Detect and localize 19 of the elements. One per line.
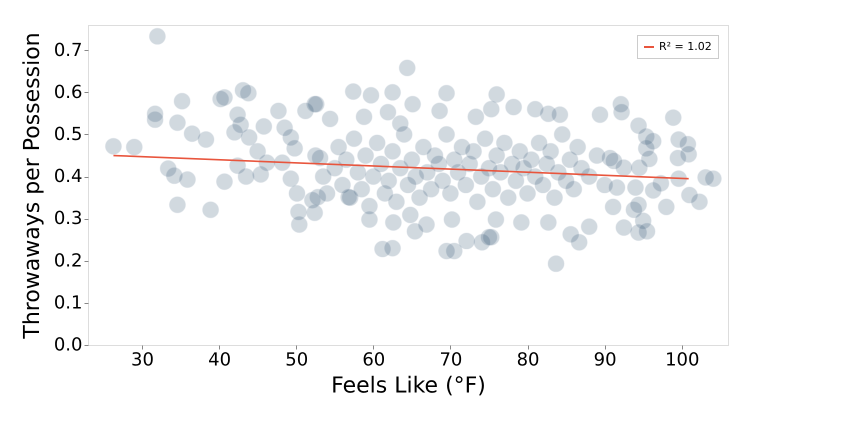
y-tick-label: 0.2 xyxy=(54,250,82,272)
y-tick-label: 0.1 xyxy=(54,292,82,314)
x-tick-label: 60 xyxy=(362,350,386,370)
y-tick-label: 0.0 xyxy=(54,334,82,356)
y-axis-title: Throwaways per Possession xyxy=(20,32,45,340)
x-tick-label: 90 xyxy=(594,350,617,370)
legend-label: R² = 1.02 xyxy=(659,40,712,53)
y-tick-label: 0.7 xyxy=(54,40,82,61)
x-tick-label: 100 xyxy=(665,350,700,370)
x-tick-label: 50 xyxy=(285,350,308,370)
y-tick-label: 0.5 xyxy=(54,124,82,145)
x-tick-label: 30 xyxy=(131,350,154,370)
x-tick-label: 40 xyxy=(208,350,232,370)
y-tick-label: 0.4 xyxy=(54,166,82,188)
x-tick-label: 70 xyxy=(439,350,462,370)
x-tick-label: 80 xyxy=(516,350,540,370)
x-axis-title: Feels Like (°F) xyxy=(331,374,486,398)
y-tick-label: 0.3 xyxy=(54,208,82,230)
y-tick-label: 0.6 xyxy=(54,82,82,103)
